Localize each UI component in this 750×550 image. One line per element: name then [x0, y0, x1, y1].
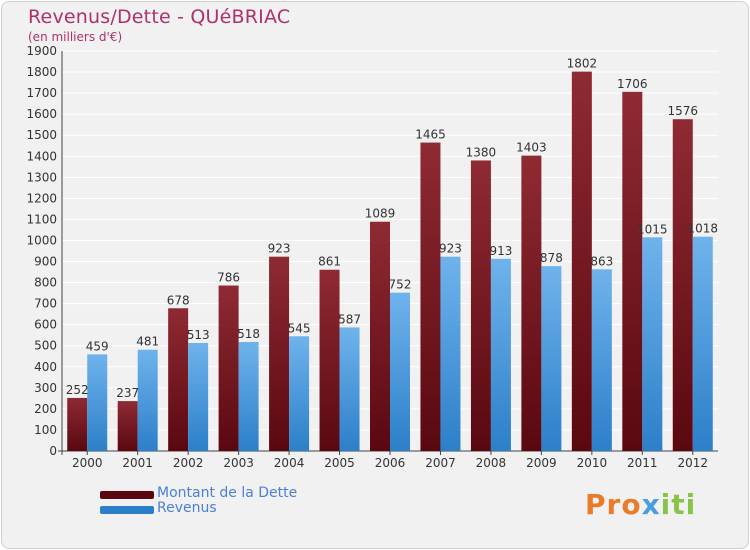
bar-dette	[269, 256, 290, 451]
bar-revenus	[188, 343, 209, 451]
data-label-revenus: 459	[86, 339, 109, 353]
data-label-revenus: 863	[590, 254, 613, 268]
bar-dette	[470, 160, 491, 451]
x-tick-label: 2010	[577, 456, 608, 470]
bar-dette	[319, 269, 340, 451]
y-tick-label: 1700	[26, 86, 57, 100]
bar-revenus	[591, 269, 612, 451]
bar-revenus	[137, 349, 158, 451]
bar-dette	[218, 285, 239, 451]
bar-revenus	[339, 327, 360, 451]
x-tick-label: 2003	[223, 456, 254, 470]
bar-dette	[168, 308, 189, 451]
bars	[67, 71, 713, 452]
labels: 0 100 200 300 400 500 600 700 800 900 1000 1100 1200…	[26, 44, 718, 470]
y-tick-label: 200	[34, 402, 57, 416]
bar-revenus	[541, 266, 562, 451]
y-tick-label: 1300	[26, 170, 57, 184]
data-label-dette: 861	[318, 255, 341, 269]
bar-dette	[521, 155, 542, 451]
x-tick-label: 2011	[627, 456, 658, 470]
y-tick-label: 400	[34, 360, 57, 374]
bar-revenus	[238, 341, 259, 451]
data-label-revenus: 518	[237, 327, 260, 341]
data-label-dette: 1802	[567, 57, 598, 71]
x-tick-label: 2004	[274, 456, 305, 470]
y-tick-label: 1000	[26, 233, 57, 247]
data-label-dette: 237	[116, 386, 139, 400]
legend-swatch-revenus	[100, 506, 154, 514]
x-tick-label: 2006	[375, 456, 406, 470]
data-label-dette: 1576	[667, 104, 698, 118]
bar-dette	[672, 119, 693, 452]
bar-revenus	[490, 258, 511, 451]
data-label-revenus: 481	[136, 335, 159, 349]
proxiti-logo: Proxiti	[585, 488, 697, 521]
data-label-revenus: 1015	[637, 222, 668, 236]
data-label-revenus: 513	[187, 328, 210, 342]
data-label-revenus: 545	[288, 321, 311, 335]
x-tick-label: 2001	[122, 456, 153, 470]
bar-dette	[117, 401, 138, 451]
bar-revenus	[87, 354, 108, 451]
chart-subtitle: (en milliers d'€)	[28, 30, 123, 44]
y-tick-label: 500	[34, 339, 57, 353]
y-tick-label: 1500	[26, 128, 57, 142]
x-tick-label: 2012	[677, 456, 708, 470]
data-label-dette: 786	[217, 271, 240, 285]
y-tick-label: 1400	[26, 149, 57, 163]
x-tick-label: 2007	[425, 456, 456, 470]
data-label-dette: 1706	[617, 77, 648, 91]
data-label-dette: 678	[167, 293, 190, 307]
bar-revenus	[692, 236, 713, 451]
y-tick-label: 300	[34, 381, 57, 395]
y-tick-label: 1600	[26, 107, 57, 121]
y-tick-label: 700	[34, 297, 57, 311]
y-tick-label: 600	[34, 318, 57, 332]
x-tick-label: 2009	[526, 456, 557, 470]
data-label-dette: 252	[66, 383, 89, 397]
bar-dette	[571, 71, 592, 451]
bar-dette	[420, 142, 441, 451]
data-label-revenus: 923	[439, 242, 462, 256]
data-label-dette: 923	[268, 242, 291, 256]
bar-revenus	[289, 336, 310, 451]
bar-dette	[67, 397, 88, 451]
x-tick-label: 2008	[476, 456, 507, 470]
legend-swatch-dette	[100, 491, 154, 499]
x-tick-label: 2000	[72, 456, 103, 470]
bar-dette	[622, 91, 643, 451]
data-label-revenus: 587	[338, 312, 361, 326]
legend-label-revenus: Revenus	[157, 500, 217, 516]
bar-dette	[370, 221, 390, 451]
y-tick-label: 100	[34, 423, 57, 437]
data-label-dette: 1403	[516, 141, 547, 155]
chart-title: Revenus/Dette - QUéBRIAC	[28, 6, 291, 28]
data-label-revenus: 878	[540, 251, 563, 265]
y-tick-label: 800	[34, 276, 57, 290]
legend-label-dette: Montant de la Dette	[157, 485, 298, 501]
y-tick-label: 1800	[26, 65, 57, 79]
data-label-dette: 1380	[466, 145, 497, 159]
x-tick-label: 2005	[324, 456, 355, 470]
x-tick-label: 2002	[173, 456, 204, 470]
y-tick-label: 0	[49, 444, 57, 458]
data-label-revenus: 913	[489, 244, 512, 258]
data-label-revenus: 1018	[687, 222, 718, 236]
data-label-dette: 1465	[415, 128, 446, 142]
data-label-dette: 1089	[365, 207, 396, 221]
y-tick-label: 1100	[26, 212, 57, 226]
y-tick-label: 1200	[26, 191, 57, 205]
y-tick-label: 1900	[26, 44, 57, 58]
bar-revenus	[390, 292, 410, 451]
data-label-revenus: 752	[389, 278, 412, 292]
bar-revenus	[642, 237, 663, 451]
y-tick-label: 900	[34, 255, 57, 269]
bar-revenus	[440, 256, 461, 451]
